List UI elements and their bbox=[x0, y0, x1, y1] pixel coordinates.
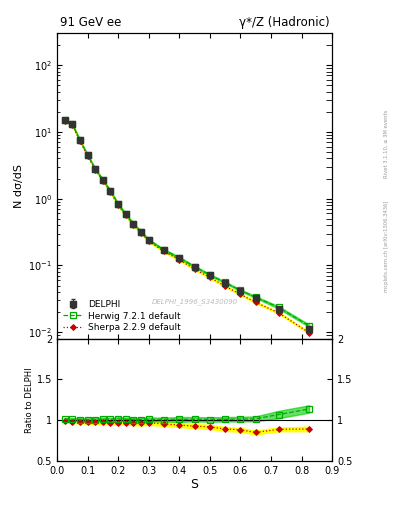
Herwig 7.2.1 default bbox=[238, 287, 243, 293]
Sherpa 2.2.9 default bbox=[123, 212, 128, 219]
Text: Rivet 3.1.10, ≥ 3M events: Rivet 3.1.10, ≥ 3M events bbox=[384, 109, 389, 178]
Herwig 7.2.1 default bbox=[192, 264, 197, 270]
Herwig 7.2.1 default bbox=[208, 272, 212, 278]
Sherpa 2.2.9 default bbox=[146, 238, 151, 244]
Sherpa 2.2.9 default bbox=[223, 283, 228, 289]
Herwig 7.2.1 default bbox=[70, 121, 75, 127]
Text: mcplots.cern.ch [arXiv:1306.3436]: mcplots.cern.ch [arXiv:1306.3436] bbox=[384, 200, 389, 291]
Y-axis label: N dσ/dS: N dσ/dS bbox=[14, 164, 24, 208]
Sherpa 2.2.9 default bbox=[208, 274, 212, 281]
Sherpa 2.2.9 default bbox=[70, 122, 75, 128]
Text: DELPHI_1996_S3430090: DELPHI_1996_S3430090 bbox=[151, 298, 238, 305]
Sherpa 2.2.9 default bbox=[116, 202, 121, 208]
Text: γ*/Z (Hadronic): γ*/Z (Hadronic) bbox=[239, 16, 329, 29]
Sherpa 2.2.9 default bbox=[62, 117, 67, 123]
Legend: DELPHI, Herwig 7.2.1 default, Sherpa 2.2.9 default: DELPHI, Herwig 7.2.1 default, Sherpa 2.2… bbox=[61, 298, 182, 334]
Sherpa 2.2.9 default bbox=[101, 178, 105, 184]
Herwig 7.2.1 default bbox=[93, 165, 97, 172]
Line: Sherpa 2.2.9 default: Sherpa 2.2.9 default bbox=[62, 118, 311, 335]
Sherpa 2.2.9 default bbox=[276, 310, 281, 316]
Herwig 7.2.1 default bbox=[116, 201, 121, 207]
Herwig 7.2.1 default bbox=[139, 228, 143, 234]
Sherpa 2.2.9 default bbox=[108, 189, 113, 195]
Sherpa 2.2.9 default bbox=[307, 330, 312, 336]
Herwig 7.2.1 default bbox=[85, 152, 90, 158]
Herwig 7.2.1 default bbox=[162, 247, 166, 253]
Text: 91 GeV ee: 91 GeV ee bbox=[60, 16, 121, 29]
Sherpa 2.2.9 default bbox=[177, 257, 182, 263]
Herwig 7.2.1 default bbox=[177, 254, 182, 261]
Sherpa 2.2.9 default bbox=[85, 153, 90, 159]
Line: Herwig 7.2.1 default: Herwig 7.2.1 default bbox=[62, 117, 312, 329]
Sherpa 2.2.9 default bbox=[131, 222, 136, 228]
Herwig 7.2.1 default bbox=[253, 294, 258, 300]
Y-axis label: Ratio to DELPHI: Ratio to DELPHI bbox=[25, 367, 34, 433]
Herwig 7.2.1 default bbox=[101, 177, 105, 183]
Herwig 7.2.1 default bbox=[223, 280, 228, 286]
Sherpa 2.2.9 default bbox=[77, 138, 82, 144]
Sherpa 2.2.9 default bbox=[162, 248, 166, 254]
Herwig 7.2.1 default bbox=[77, 137, 82, 143]
Herwig 7.2.1 default bbox=[276, 304, 281, 310]
Herwig 7.2.1 default bbox=[146, 237, 151, 243]
Sherpa 2.2.9 default bbox=[93, 166, 97, 173]
Sherpa 2.2.9 default bbox=[139, 230, 143, 236]
Herwig 7.2.1 default bbox=[62, 117, 67, 123]
Sherpa 2.2.9 default bbox=[238, 291, 243, 297]
Herwig 7.2.1 default bbox=[131, 221, 136, 227]
Herwig 7.2.1 default bbox=[123, 211, 128, 217]
Herwig 7.2.1 default bbox=[307, 323, 312, 329]
X-axis label: S: S bbox=[191, 478, 198, 492]
Sherpa 2.2.9 default bbox=[253, 299, 258, 305]
Herwig 7.2.1 default bbox=[108, 188, 113, 194]
Sherpa 2.2.9 default bbox=[192, 266, 197, 272]
